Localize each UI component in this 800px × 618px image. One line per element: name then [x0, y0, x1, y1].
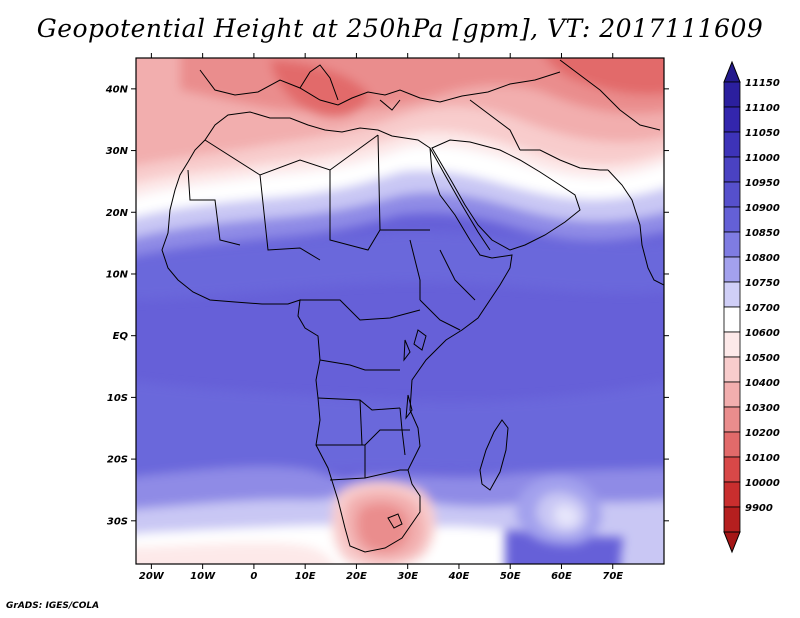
- latitude-axis: 40N 30N 20N 10N EQ 10S 20S 30S: [105, 84, 669, 527]
- colorbar-top-arrow: [723, 60, 741, 83]
- colorbar-label: 9900: [745, 503, 773, 514]
- colorbar-swatch: [723, 331, 741, 358]
- lon-tick-label: 70E: [602, 571, 623, 582]
- colorbar-swatch: [723, 206, 741, 233]
- lon-tick-label: 30E: [397, 571, 418, 582]
- colorbar-label: 10100: [745, 453, 780, 464]
- contour-field: [136, 58, 664, 564]
- colorbar-swatch: [723, 406, 741, 433]
- lat-tick-label: 10N: [106, 269, 129, 280]
- colorbar-label: 10400: [745, 378, 780, 389]
- colorbar-swatch: [723, 456, 741, 483]
- colorbar-label: 10700: [745, 303, 780, 314]
- lon-tick-label: 40E: [448, 571, 470, 582]
- lat-tick-label: 20S: [107, 455, 128, 466]
- lat-tick-label: 30N: [106, 146, 129, 157]
- lon-tick-label: 50E: [500, 571, 521, 582]
- colorbar-swatch: [723, 306, 741, 333]
- colorbar-label: 11100: [745, 103, 780, 114]
- colorbar-label: 10000: [745, 478, 780, 489]
- plot-frame: [135, 57, 665, 565]
- colorbar-label: 11150: [745, 78, 780, 89]
- colorbar-swatch: [723, 356, 741, 383]
- colorbar-swatch: [723, 156, 741, 183]
- colorbar-swatch: [723, 106, 741, 133]
- colorbar-swatch: [723, 506, 741, 533]
- lat-tick-label: EQ: [113, 331, 129, 342]
- colorbar-label: 11000: [745, 153, 780, 164]
- lon-tick-label: 20W: [139, 571, 165, 582]
- lon-tick-label: 20E: [346, 571, 367, 582]
- colorbar-label: 10200: [745, 428, 780, 439]
- colorbar: 11150 11100 11050 11000 10950 10900 10850 10800…: [723, 60, 780, 554]
- colorbar-swatch: [723, 281, 741, 308]
- lon-tick-label: 60E: [551, 571, 572, 582]
- colorbar-label: 10600: [745, 328, 780, 339]
- colorbar-label: 10950: [745, 178, 780, 189]
- colorbar-label: 10800: [745, 253, 780, 264]
- colorbar-label: 10850: [745, 228, 780, 239]
- lat-tick-label: 30S: [107, 516, 128, 527]
- lat-tick-label: 10S: [107, 393, 128, 404]
- lon-tick-label: 10E: [295, 571, 316, 582]
- colorbar-label: 10500: [745, 353, 780, 364]
- colorbar-swatch: [723, 231, 741, 258]
- colorbar-swatch: [723, 256, 741, 283]
- colorbar-label: 10900: [745, 203, 780, 214]
- colorbar-label: 10750: [745, 278, 780, 289]
- colorbar-swatch: [723, 431, 741, 458]
- colorbar-swatch: [723, 381, 741, 408]
- longitude-axis: 20W 10W 0 10E 20E 30E 40E 50E 60E 70E: [139, 53, 623, 582]
- lon-tick-label: 0: [250, 571, 257, 582]
- colorbar-swatch: [723, 81, 741, 108]
- coastlines: [161, 59, 664, 553]
- lat-tick-label: 40N: [105, 84, 129, 95]
- colorbar-swatch: [723, 481, 741, 508]
- lat-tick-label: 20N: [106, 208, 129, 219]
- grads-credit: GrADS: IGES/COLA: [6, 601, 100, 611]
- colorbar-swatch: [723, 181, 741, 208]
- lon-tick-label: 10W: [190, 571, 216, 582]
- colorbar-bottom-arrow: [723, 531, 741, 554]
- colorbar-label: 10300: [745, 403, 780, 414]
- colorbar-swatch: [723, 131, 741, 158]
- colorbar-label: 11050: [745, 128, 780, 139]
- map-title: Geopotential Height at 250hPa [gpm], VT:…: [36, 14, 764, 43]
